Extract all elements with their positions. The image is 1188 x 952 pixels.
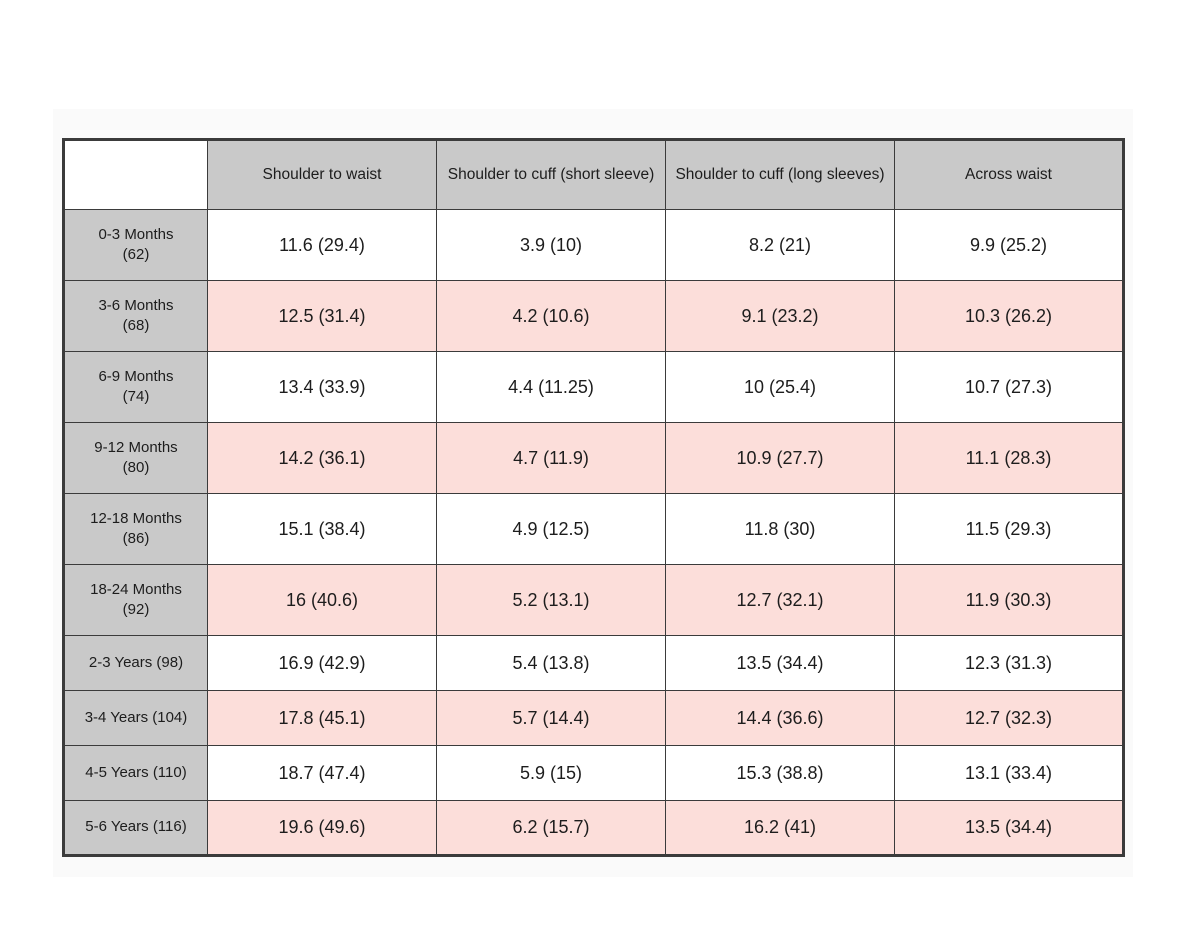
value-cell: 16 (40.6) [207,564,437,636]
value-cell: 12.7 (32.1) [665,564,895,636]
row-label: 2-3 Years (98) [88,653,184,671]
value-cell: 10.3 (26.2) [894,280,1124,352]
value-cell: 5.2 (13.1) [436,564,666,636]
value-cell: 17.8 (45.1) [207,690,437,746]
value-cell: 9.1 (23.2) [665,280,895,352]
column-header: Across waist [894,139,1124,210]
row-header: 0-3 Months (62) [63,209,208,281]
value-cell: 12.3 (31.3) [894,635,1124,691]
table-row: 12-18 Months (86) 15.1 (38.4) 4.9 (12.5) 11.… [63,493,1124,565]
row-label: 5-6 Years (116) [85,818,187,836]
row-header: 12-18 Months (86) [63,493,208,565]
table-row: 2-3 Years (98) 16.9 (42.9) 5.4 (13.8) 13.5 … [63,635,1124,691]
row-label: 3-4 Years (104) [84,708,188,726]
row-header: 2-3 Years (98) [63,635,208,691]
value-cell: 18.7 (47.4) [207,745,437,801]
row-label: 0-3 Months [98,225,174,243]
value-cell: 5.4 (13.8) [436,635,666,691]
header-row: Shoulder to waist Shoulder to cuff (short… [63,139,1124,210]
value-cell: 14.4 (36.6) [665,690,895,746]
value-cell: 4.7 (11.9) [436,422,666,494]
value-cell: 5.9 (15) [436,745,666,801]
row-label-cm: (62) [122,246,150,263]
row-label: 6-9 Months [98,367,174,385]
value-cell: 6.2 (15.7) [436,800,666,856]
value-cell: 11.6 (29.4) [207,209,437,281]
value-cell: 11.8 (30) [665,493,895,565]
row-label: 3-6 Months [98,296,174,314]
size-chart-panel: Shoulder to waist Shoulder to cuff (short… [53,109,1133,877]
row-label-cm: (86) [122,530,150,547]
row-header: 3-6 Months (68) [63,280,208,352]
value-cell: 4.9 (12.5) [436,493,666,565]
table-row: 9-12 Months (80) 14.2 (36.1) 4.7 (11.9) 10.9… [63,422,1124,494]
value-cell: 10 (25.4) [665,351,895,423]
value-cell: 16.2 (41) [665,800,895,856]
value-cell: 3.9 (10) [436,209,666,281]
row-label: 18-24 Months [90,580,182,598]
row-header: 3-4 Years (104) [63,690,208,746]
value-cell: 5.7 (14.4) [436,690,666,746]
value-cell: 13.5 (34.4) [894,800,1124,856]
row-label: 4-5 Years (110) [85,763,187,781]
row-header: 5-6 Years (116) [63,800,208,856]
value-cell: 12.7 (32.3) [894,690,1124,746]
table-row: 0-3 Months (62) 11.6 (29.4) 3.9 (10) 8.2 (21… [63,209,1124,281]
value-cell: 13.1 (33.4) [894,745,1124,801]
value-cell: 11.9 (30.3) [894,564,1124,636]
table-row: 3-6 Months (68) 12.5 (31.4) 4.2 (10.6) 9.1 (… [63,280,1124,352]
value-cell: 10.9 (27.7) [665,422,895,494]
table-row: 3-4 Years (104) 17.8 (45.1) 5.7 (14.4) 14.4… [63,690,1124,746]
row-header: 18-24 Months (92) [63,564,208,636]
table-row: 4-5 Years (110) 18.7 (47.4) 5.9 (15) 15.3 (… [63,745,1124,801]
table-row: 5-6 Years (116) 19.6 (49.6) 6.2 (15.7) 16.2… [63,800,1124,856]
value-cell: 9.9 (25.2) [894,209,1124,281]
row-label: 9-12 Months [94,438,178,456]
value-cell: 4.4 (11.25) [436,351,666,423]
size-chart-table: Shoulder to waist Shoulder to cuff (short… [62,138,1125,857]
value-cell: 13.4 (33.9) [207,351,437,423]
row-label-cm: (68) [122,317,150,334]
value-cell: 16.9 (42.9) [207,635,437,691]
corner-cell [63,139,208,210]
value-cell: 10.7 (27.3) [894,351,1124,423]
row-header: 4-5 Years (110) [63,745,208,801]
value-cell: 12.5 (31.4) [207,280,437,352]
row-label-cm: (74) [122,388,150,405]
column-header: Shoulder to waist [207,139,437,210]
row-label: 12-18 Months [90,509,182,527]
value-cell: 15.1 (38.4) [207,493,437,565]
value-cell: 15.3 (38.8) [665,745,895,801]
value-cell: 14.2 (36.1) [207,422,437,494]
value-cell: 13.5 (34.4) [665,635,895,691]
value-cell: 11.5 (29.3) [894,493,1124,565]
table-header: Shoulder to waist Shoulder to cuff (short… [63,139,1124,210]
table-row: 6-9 Months (74) 13.4 (33.9) 4.4 (11.25) 10 (… [63,351,1124,423]
value-cell: 19.6 (49.6) [207,800,437,856]
value-cell: 4.2 (10.6) [436,280,666,352]
column-header: Shoulder to cuff (long sleeves) [665,139,895,210]
row-header: 6-9 Months (74) [63,351,208,423]
table-body: 0-3 Months (62) 11.6 (29.4) 3.9 (10) 8.2 (21… [63,209,1124,856]
value-cell: 8.2 (21) [665,209,895,281]
table-row: 18-24 Months (92) 16 (40.6) 5.2 (13.1) 12.7 … [63,564,1124,636]
value-cell: 11.1 (28.3) [894,422,1124,494]
row-label-cm: (80) [122,459,150,476]
column-header: Shoulder to cuff (short sleeve) [436,139,666,210]
row-header: 9-12 Months (80) [63,422,208,494]
row-label-cm: (92) [122,601,150,618]
